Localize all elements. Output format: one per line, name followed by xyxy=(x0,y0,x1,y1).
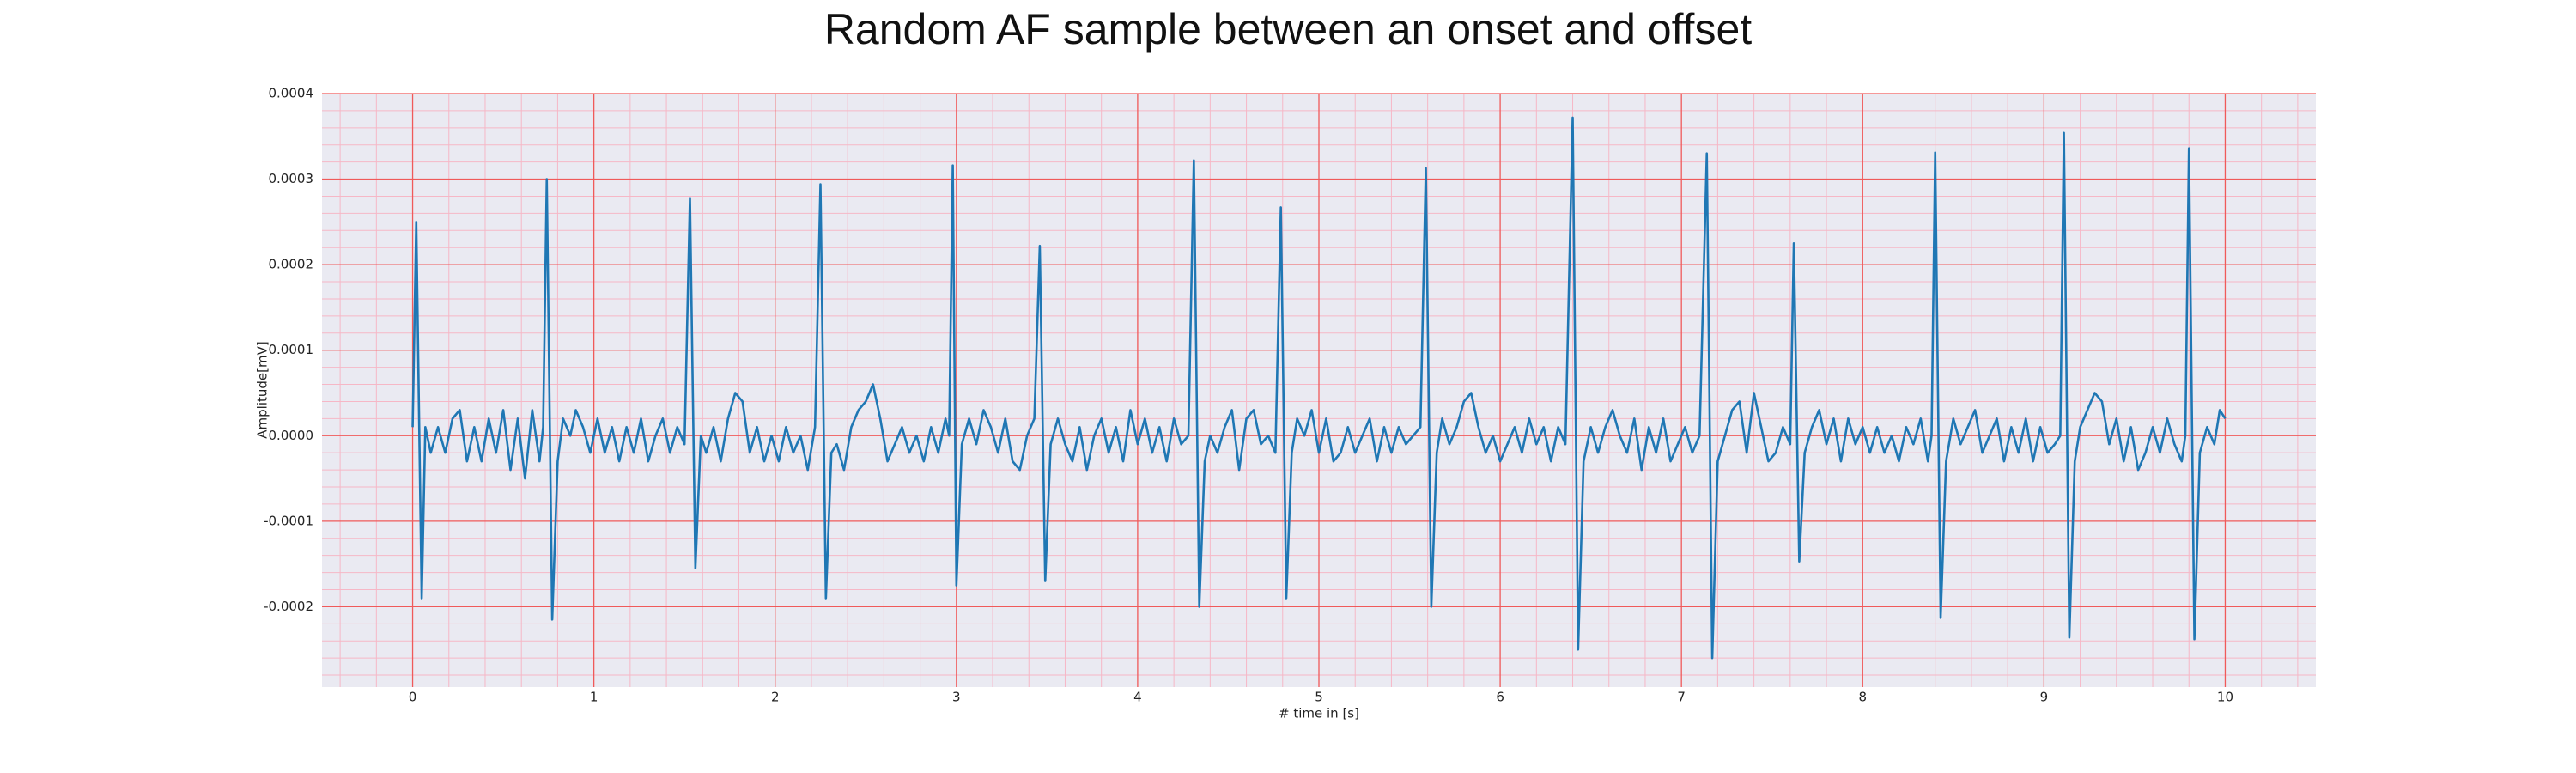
y-tick-label: 0.0002 xyxy=(269,257,314,272)
x-tick-label: 3 xyxy=(952,690,961,705)
y-axis-label: Amplitude[mV] xyxy=(255,341,270,438)
y-tick-label: 0.0001 xyxy=(269,342,314,357)
chart-title: Random AF sample between an onset and of… xyxy=(824,5,1752,53)
y-tick-label: 0.0003 xyxy=(269,171,314,186)
x-tick-label: 10 xyxy=(2217,690,2233,705)
x-tick-label: 4 xyxy=(1133,690,1142,705)
x-axis-label: # time in [s] xyxy=(1279,706,1359,721)
x-tick-label: 5 xyxy=(1315,690,1323,705)
x-tick-label: 6 xyxy=(1496,690,1504,705)
x-tick-label: 7 xyxy=(1677,690,1686,705)
y-tick-label: -0.0001 xyxy=(264,513,313,528)
y-tick-label: 0.0000 xyxy=(269,428,314,443)
plot-lines xyxy=(411,116,2227,660)
x-tick-label: 2 xyxy=(771,690,780,705)
x-tick-label: 1 xyxy=(590,690,598,705)
y-tick-label: 0.0004 xyxy=(269,86,314,101)
grid xyxy=(322,93,2316,687)
x-tick-label: 0 xyxy=(409,690,417,705)
x-tick-label: 9 xyxy=(2040,690,2049,705)
x-tick-label: 8 xyxy=(1858,690,1867,705)
y-tick-label: -0.0002 xyxy=(264,599,313,614)
signal-line xyxy=(411,116,2227,660)
